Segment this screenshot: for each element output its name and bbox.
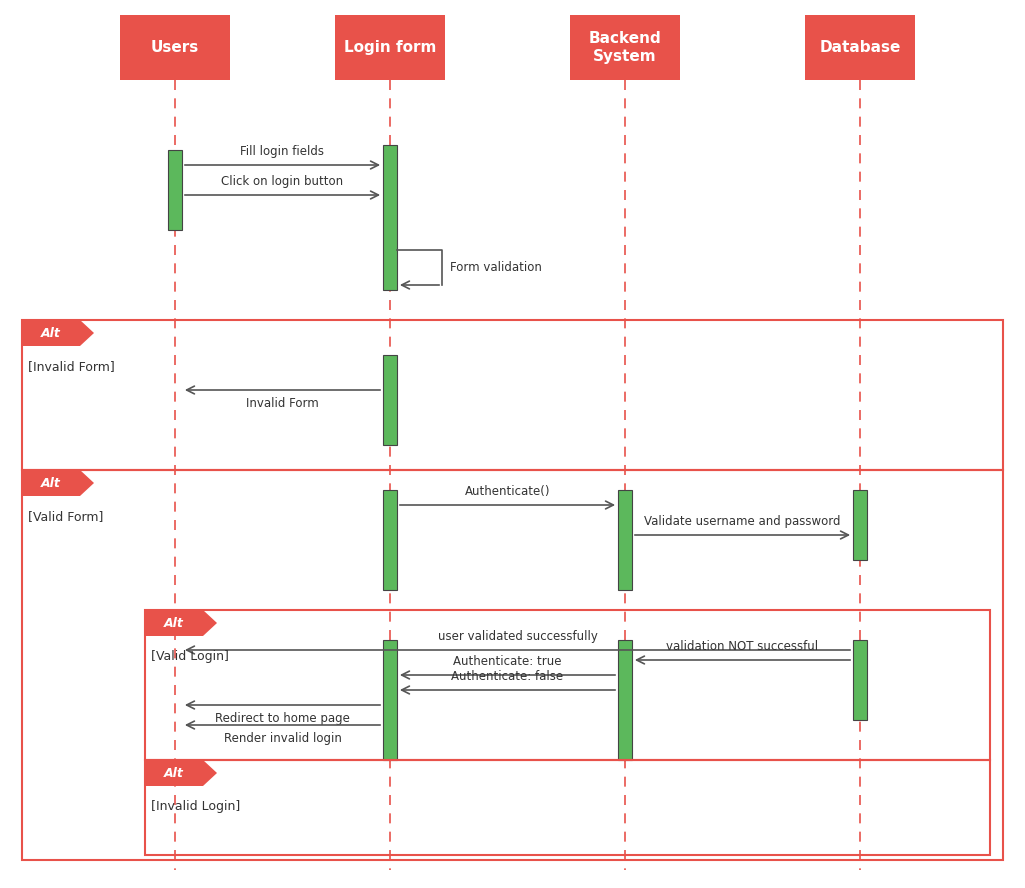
Bar [570,15,680,80]
Bar [618,640,632,760]
Text: Alt: Alt [41,327,60,339]
Text: [Valid Form]: [Valid Form] [28,510,104,523]
Text: Alt: Alt [164,616,183,630]
Text: Database: Database [819,40,901,55]
Bar [853,490,867,560]
Bar [22,470,1003,860]
Text: Redirect to home page: Redirect to home page [215,712,350,725]
Text: Invalid Form: Invalid Form [246,397,319,410]
Text: validation NOT successful: validation NOT successful [666,640,819,653]
Bar [383,355,397,445]
Text: Alt: Alt [41,477,60,489]
Polygon shape [145,610,217,636]
Text: Alt: Alt [164,766,183,780]
Bar [383,490,397,590]
Polygon shape [145,760,217,786]
Bar [805,15,915,80]
Bar [335,15,445,80]
Polygon shape [22,470,94,496]
Text: Login form: Login form [343,40,437,55]
Bar [853,640,867,720]
Bar [618,490,632,590]
Bar [168,150,182,230]
Text: Authenticate(): Authenticate() [464,485,550,498]
Text: Form validation: Form validation [450,261,542,274]
Bar [120,15,230,80]
Text: Authenticate: true: Authenticate: true [453,655,562,668]
Bar [145,610,990,760]
Text: Render invalid login: Render invalid login [223,732,341,745]
Text: Click on login button: Click on login button [221,175,343,188]
Text: Users: Users [151,40,199,55]
Text: Backend
System: Backend System [588,31,661,64]
Bar [383,640,397,760]
Text: [Invalid Form]: [Invalid Form] [28,360,115,373]
Bar [383,145,397,290]
Polygon shape [22,320,94,346]
Bar [22,320,1003,470]
Text: [Valid Login]: [Valid Login] [151,650,229,663]
Text: [Invalid Login]: [Invalid Login] [151,800,240,813]
Text: Authenticate: false: Authenticate: false [451,670,564,683]
Text: Fill login fields: Fill login fields [241,145,325,158]
Text: Validate username and password: Validate username and password [645,515,840,528]
Text: user validated successfully: user validated successfully [438,630,598,643]
Bar [145,760,990,855]
